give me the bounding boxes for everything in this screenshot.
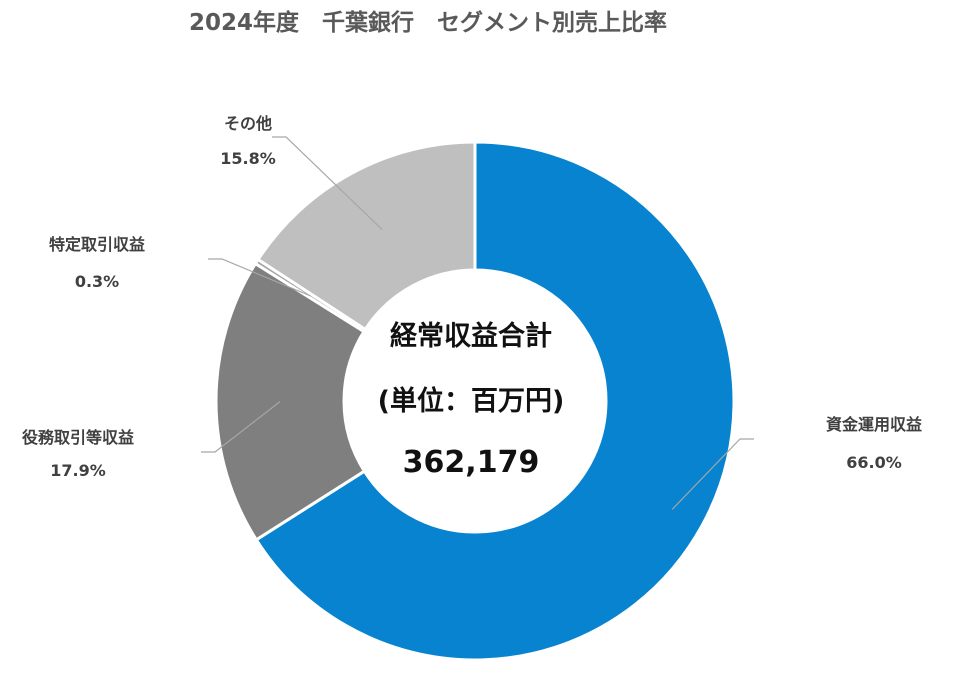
- donut-slice-2: [214, 261, 367, 542]
- slice-label-2: 役務取引等収益: [22, 428, 134, 447]
- donut-slice-1: [254, 140, 736, 662]
- slice-label-1: 資金運用収益: [826, 415, 922, 434]
- slice-value-label-3: 0.3%: [75, 272, 119, 291]
- leader-line-3: [208, 258, 311, 297]
- leader-lines: [201, 136, 754, 510]
- donut-slices: [214, 140, 736, 662]
- slice-value-label-1: 66.0%: [846, 453, 902, 472]
- leader-line-2: [201, 401, 281, 453]
- slice-label-4: その他: [224, 114, 272, 133]
- center-total: 362,179: [403, 445, 540, 480]
- leader-line-4: [272, 136, 383, 230]
- center-title: 経常収益合計: [390, 320, 552, 352]
- donut-slice-4: [256, 140, 477, 332]
- chart-title: 2024年度 千葉銀行 セグメント別売上比率: [189, 9, 667, 36]
- slice-value-label-2: 17.9%: [50, 461, 106, 480]
- slice-value-label-4: 15.8%: [220, 149, 276, 168]
- leader-line-1: [671, 438, 754, 510]
- slice-label-3: 特定取引収益: [49, 235, 145, 254]
- center-unit: (単位：百万円): [378, 385, 565, 417]
- slice-labels: 資金運用収益 66.0% 役務取引等収益 17.9% 特定取引収益 0.3% その他 15.8…: [22, 114, 922, 480]
